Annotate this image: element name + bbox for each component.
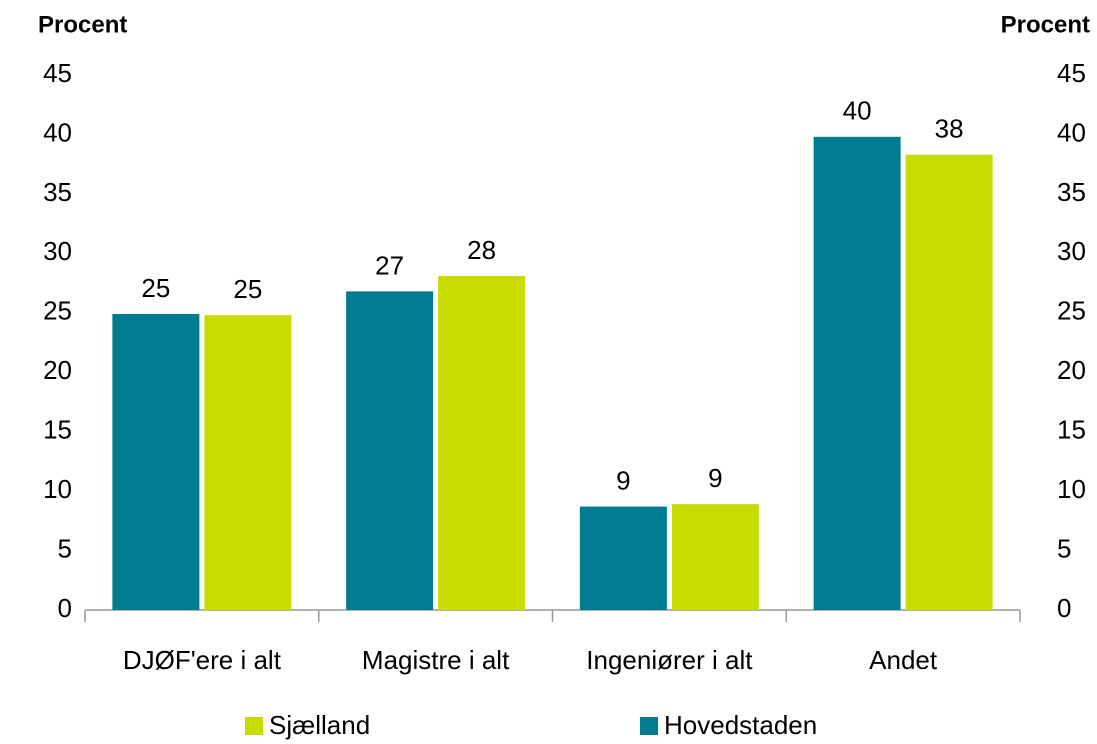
y2-tick-label: 5 [1057,533,1071,563]
y2-axis-title: Procent [1001,11,1090,38]
y-axis-title: Procent [38,11,127,38]
bar [112,313,200,610]
y-tick-label: 25 [43,296,72,326]
y-tick-label: 5 [58,533,72,563]
y2-tick-label: 15 [1057,415,1086,445]
data-label: 9 [708,463,722,493]
bar [346,291,434,610]
y-tick-label: 20 [43,355,72,385]
y2-tick-label: 40 [1057,117,1086,147]
y2-tick-label: 0 [1057,593,1071,623]
x-tick-label: DJØF'ere i alt [123,645,282,675]
y-tick-label: 45 [43,58,72,88]
data-label: 38 [935,114,964,144]
legend-label: Hovedstaden [664,710,817,740]
bar [905,154,993,610]
data-label: 28 [467,235,496,265]
x-tick-label: Ingeniører i alt [586,645,753,675]
y2-tick-label: 10 [1057,474,1086,504]
x-tick-label: Magistre i alt [362,645,510,675]
x-tick-label: Andet [869,645,938,675]
y-tick-label: 10 [43,474,72,504]
y2-tick-label: 20 [1057,355,1086,385]
data-label: 27 [375,250,404,280]
legend-label: Sjælland [269,710,370,740]
data-label: 25 [233,274,262,304]
bar [438,275,526,610]
y2-tick-label: 35 [1057,177,1086,207]
y2-tick-label: 45 [1057,58,1086,88]
bar [204,315,292,610]
data-label: 9 [616,465,630,495]
y2-tick-label: 30 [1057,236,1086,266]
y2-tick-label: 25 [1057,296,1086,326]
legend-swatch [245,717,263,735]
y-tick-label: 30 [43,236,72,266]
data-label: 40 [843,96,872,126]
y-tick-label: 40 [43,117,72,147]
bar [813,136,901,611]
y-tick-label: 35 [43,177,72,207]
bar [671,504,759,610]
y-tick-label: 0 [58,593,72,623]
data-label: 25 [141,273,170,303]
bar [579,506,667,610]
y-tick-label: 15 [43,415,72,445]
legend-swatch [640,717,658,735]
